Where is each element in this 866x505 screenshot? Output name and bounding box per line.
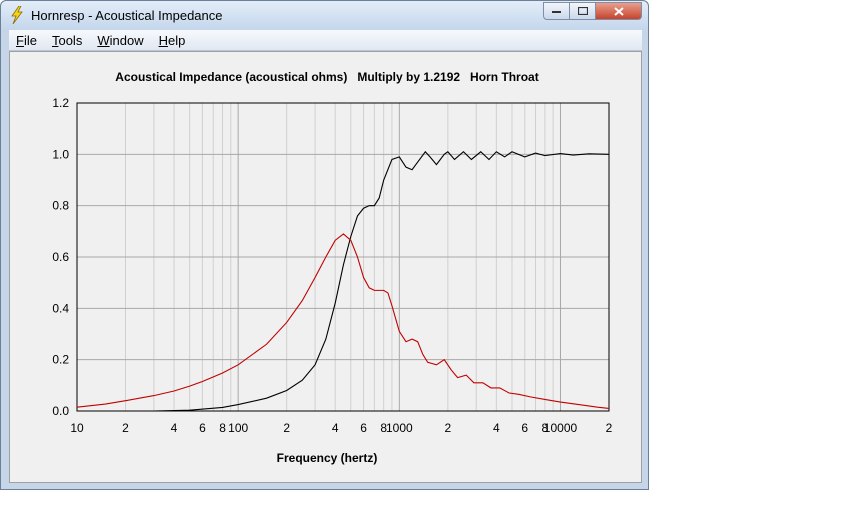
menu-file-accel: F [16, 33, 24, 48]
x-tick-label: 8 [542, 421, 549, 435]
y-tick-label: 0.4 [52, 301, 69, 315]
minimize-icon [552, 11, 561, 13]
y-tick-label: 0.0 [52, 404, 69, 418]
maximize-icon [577, 7, 588, 15]
y-tick-label: 1.0 [52, 147, 69, 161]
menu-window-label: indow [109, 33, 144, 48]
menu-file[interactable]: File [16, 30, 37, 50]
y-tick-label: 0.8 [52, 199, 69, 213]
menu-window-accel: W [97, 33, 110, 48]
menu-help-label: elp [167, 33, 186, 48]
x-tick-label: 8 [380, 421, 387, 435]
y-tick-label: 0.6 [52, 250, 69, 264]
plot-frame [76, 102, 610, 412]
menu-help-accel: H [158, 33, 168, 48]
x-tick-label: 4 [332, 421, 339, 435]
x-tick-label: 4 [171, 421, 178, 435]
x-tick-label: 10 [70, 421, 84, 435]
y-tick-labels: 0.0 0.2 0.4 0.6 0.8 1.0 1.2 [52, 96, 69, 418]
x-tick-label: 6 [521, 421, 528, 435]
y-tick-label: 1.2 [52, 96, 69, 110]
x-tick-label: 6 [360, 421, 367, 435]
x-tick-label: 2 [283, 421, 290, 435]
x-tick-label: 6 [199, 421, 206, 435]
x-tick-label: 100 [228, 421, 248, 435]
menu-tools-label: ools [58, 33, 83, 48]
x-tick-label: 2 [606, 421, 613, 435]
x-tick-label: 4 [493, 421, 500, 435]
grid-lines [77, 103, 609, 411]
menu-bar: File Tools Window Help [9, 30, 642, 51]
y-tick-label: 0.2 [52, 353, 69, 367]
maximize-button[interactable] [570, 2, 596, 20]
close-button[interactable] [596, 2, 642, 20]
window-title: Hornresp - Acoustical Impedance [31, 8, 223, 23]
series-line-red [76, 233, 610, 409]
title-bar[interactable]: Hornresp - Acoustical Impedance [1, 1, 648, 29]
menu-tools-accel: T [51, 33, 59, 48]
menu-window[interactable]: Window [97, 30, 143, 50]
x-tick-label: 2 [444, 421, 451, 435]
x-tick-label: 8 [219, 421, 226, 435]
x-tick-label: 10000 [544, 421, 578, 435]
x-tick-label: 2 [122, 421, 129, 435]
menu-file-label: ile [23, 33, 37, 48]
x-tick-label: 1000 [386, 421, 413, 435]
impedance-chart: Acoustical Impedance (acoustical ohms) M… [52, 70, 612, 465]
app-window: Hornresp - Acoustical Impedance File Too… [0, 0, 649, 490]
menu-tools[interactable]: Tools [52, 30, 82, 50]
chart-title: Acoustical Impedance (acoustical ohms) M… [115, 70, 538, 84]
menu-help[interactable]: Help [159, 30, 186, 50]
data-series [76, 150, 610, 412]
chart-area: Acoustical Impedance (acoustical ohms) M… [9, 51, 642, 483]
minimize-button[interactable] [543, 2, 570, 20]
close-icon [613, 6, 624, 16]
lightning-icon [11, 6, 23, 24]
series-line-black [153, 150, 610, 412]
x-axis-label: Frequency (hertz) [277, 451, 378, 465]
